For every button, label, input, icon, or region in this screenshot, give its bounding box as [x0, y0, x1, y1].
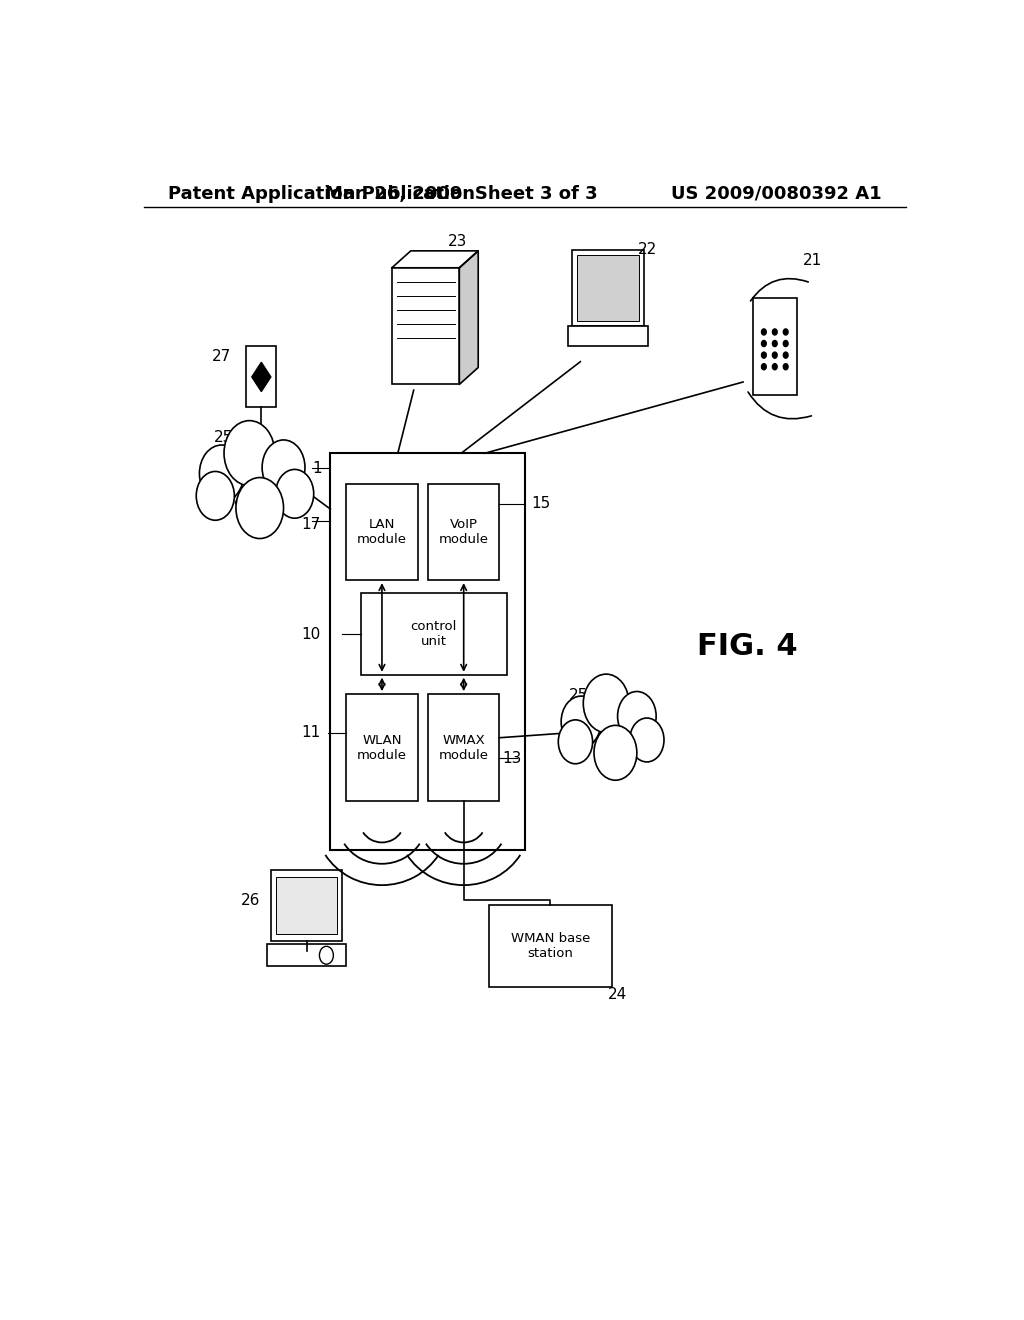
- Circle shape: [617, 692, 656, 741]
- Text: WLAN
module: WLAN module: [357, 734, 407, 762]
- Text: Internet: Internet: [581, 731, 628, 779]
- Polygon shape: [460, 251, 478, 384]
- Polygon shape: [252, 362, 270, 392]
- Circle shape: [772, 364, 777, 370]
- FancyBboxPatch shape: [568, 326, 648, 346]
- Circle shape: [594, 726, 637, 780]
- Text: 15: 15: [531, 496, 550, 511]
- Circle shape: [630, 718, 664, 762]
- Text: LAN
module: LAN module: [357, 519, 407, 546]
- Text: Internet: Internet: [222, 487, 268, 533]
- FancyBboxPatch shape: [753, 298, 797, 395]
- Circle shape: [762, 329, 766, 335]
- FancyBboxPatch shape: [572, 249, 644, 326]
- FancyBboxPatch shape: [276, 876, 337, 935]
- Polygon shape: [392, 251, 478, 268]
- Text: FIG. 4: FIG. 4: [696, 632, 798, 661]
- Circle shape: [236, 478, 284, 539]
- Circle shape: [200, 445, 244, 502]
- FancyBboxPatch shape: [270, 870, 342, 941]
- Text: 26: 26: [242, 892, 261, 908]
- Circle shape: [319, 946, 334, 964]
- Text: 21: 21: [803, 252, 821, 268]
- Circle shape: [772, 352, 777, 358]
- Circle shape: [772, 341, 777, 347]
- Circle shape: [224, 421, 274, 486]
- Text: Mar. 26, 2009  Sheet 3 of 3: Mar. 26, 2009 Sheet 3 of 3: [325, 185, 598, 203]
- Text: WMAN base
station: WMAN base station: [511, 932, 590, 960]
- Text: US 2009/0080392 A1: US 2009/0080392 A1: [672, 185, 882, 203]
- Text: 11: 11: [302, 725, 321, 741]
- Text: 13: 13: [503, 751, 522, 766]
- Circle shape: [584, 675, 629, 733]
- Text: 22: 22: [638, 243, 657, 257]
- Circle shape: [783, 364, 788, 370]
- Text: 25: 25: [214, 430, 232, 445]
- Circle shape: [783, 341, 788, 347]
- Text: VoIP
module: VoIP module: [438, 519, 488, 546]
- FancyBboxPatch shape: [267, 944, 346, 966]
- FancyBboxPatch shape: [392, 268, 460, 384]
- Text: 1: 1: [312, 461, 323, 477]
- Text: Patent Application Publication: Patent Application Publication: [168, 185, 475, 203]
- Circle shape: [561, 696, 601, 747]
- Circle shape: [762, 364, 766, 370]
- Circle shape: [762, 352, 766, 358]
- Text: 23: 23: [447, 234, 467, 249]
- Text: 25: 25: [569, 688, 589, 702]
- Text: 27: 27: [212, 348, 231, 364]
- Text: WMAX
module: WMAX module: [438, 734, 488, 762]
- Circle shape: [772, 329, 777, 335]
- FancyBboxPatch shape: [578, 255, 639, 321]
- Circle shape: [783, 352, 788, 358]
- Text: control
unit: control unit: [411, 620, 457, 648]
- Circle shape: [275, 470, 313, 519]
- FancyBboxPatch shape: [246, 346, 276, 408]
- Text: 24: 24: [608, 987, 628, 1002]
- Circle shape: [762, 341, 766, 347]
- Circle shape: [197, 471, 234, 520]
- Circle shape: [783, 329, 788, 335]
- Text: 17: 17: [302, 517, 321, 532]
- Circle shape: [558, 719, 593, 764]
- Text: 10: 10: [302, 627, 321, 642]
- Circle shape: [262, 440, 305, 495]
